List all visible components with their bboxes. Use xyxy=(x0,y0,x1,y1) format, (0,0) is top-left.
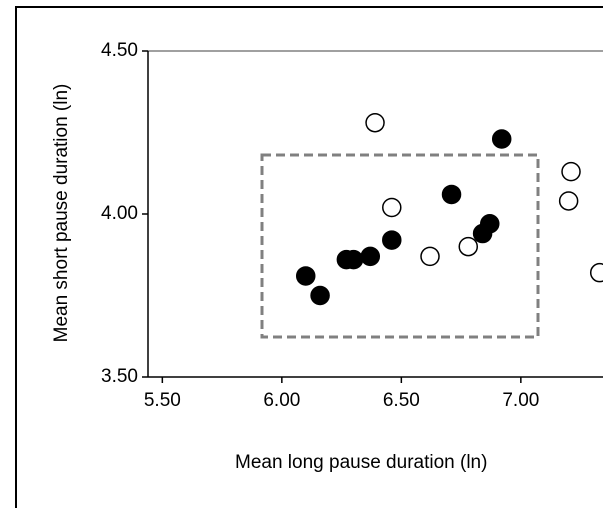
x-axis-label: Mean long pause duration (ln) xyxy=(235,452,487,473)
x-tick-label: 6.00 xyxy=(263,390,300,411)
plot xyxy=(295,112,603,306)
x-tick-label: 7.00 xyxy=(502,390,539,411)
point xyxy=(382,230,402,250)
y-tick-label: 3.50 xyxy=(101,366,138,387)
point xyxy=(343,249,364,270)
point xyxy=(295,266,316,286)
point xyxy=(480,214,500,234)
point xyxy=(420,246,440,267)
point xyxy=(382,197,402,218)
y-tick-label: 4.50 xyxy=(101,40,138,61)
point xyxy=(561,161,581,182)
highlight-box xyxy=(260,153,540,339)
point xyxy=(360,246,381,267)
y-tick-label: 4.00 xyxy=(101,203,138,224)
x-tick-label: 6.50 xyxy=(383,390,420,411)
frame xyxy=(15,6,603,508)
point xyxy=(310,285,330,306)
x-tick-label: 5.50 xyxy=(144,390,181,411)
point xyxy=(491,129,512,149)
point xyxy=(441,184,462,205)
point xyxy=(589,262,603,283)
point xyxy=(558,191,579,211)
point xyxy=(365,112,385,133)
y-axis-label: Mean short pause duration (ln) xyxy=(51,84,72,343)
point xyxy=(458,236,479,257)
